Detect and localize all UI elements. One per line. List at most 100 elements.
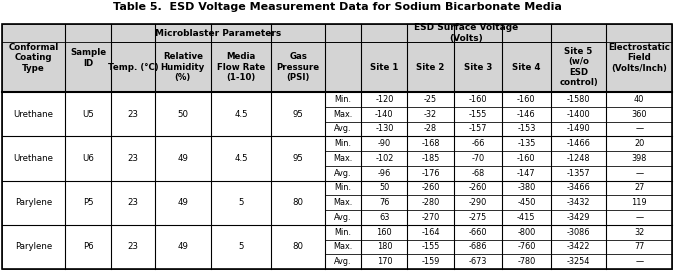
Text: -1490: -1490 (567, 124, 590, 133)
Text: Parylene: Parylene (15, 198, 52, 207)
Bar (361, 107, 407, 121)
Bar (272, 92, 325, 136)
Text: -3422: -3422 (567, 242, 590, 251)
Bar (551, 225, 607, 240)
Bar (502, 210, 551, 225)
Text: Media
Flow Rate
(1-10): Media Flow Rate (1-10) (217, 52, 266, 82)
Text: -1580: -1580 (567, 95, 590, 104)
Bar (407, 42, 454, 92)
Text: 32: 32 (634, 228, 644, 237)
Text: Conformal
Coating
Type: Conformal Coating Type (9, 43, 59, 73)
Text: 4.5: 4.5 (235, 110, 248, 119)
Bar (111, 136, 155, 180)
Bar (325, 195, 361, 210)
Text: -160: -160 (517, 95, 536, 104)
Text: -159: -159 (421, 257, 439, 266)
Bar (502, 136, 551, 151)
Text: —: — (635, 213, 643, 222)
Text: -3254: -3254 (567, 257, 590, 266)
Bar (272, 42, 325, 92)
Bar (2, 92, 65, 136)
Text: 23: 23 (127, 110, 139, 119)
Text: -760: -760 (517, 242, 536, 251)
Text: Site 3: Site 3 (464, 63, 492, 72)
Bar (361, 166, 407, 180)
Text: -130: -130 (375, 124, 394, 133)
Text: -68: -68 (471, 169, 485, 178)
Bar (325, 254, 361, 269)
Text: U5: U5 (82, 110, 94, 119)
Bar (502, 121, 551, 136)
Text: P5: P5 (83, 198, 94, 207)
Bar (361, 254, 407, 269)
Text: Gas
Pressure
(PSI): Gas Pressure (PSI) (276, 52, 319, 82)
Bar (361, 121, 407, 136)
Bar (407, 107, 454, 121)
Text: -380: -380 (517, 183, 535, 192)
Bar (607, 24, 672, 92)
Bar (65, 92, 111, 136)
Bar (407, 136, 454, 151)
Text: P6: P6 (83, 242, 94, 251)
Text: 77: 77 (634, 242, 644, 251)
Text: -25: -25 (424, 95, 437, 104)
Bar (155, 92, 211, 136)
Bar (361, 136, 407, 151)
Bar (407, 151, 454, 166)
Text: Max.: Max. (334, 242, 353, 251)
Bar (551, 121, 607, 136)
Bar (607, 240, 672, 254)
Text: 20: 20 (634, 139, 644, 148)
Text: -147: -147 (517, 169, 536, 178)
Bar (65, 136, 111, 180)
Text: -176: -176 (421, 169, 439, 178)
Text: -185: -185 (421, 154, 439, 163)
Text: Urethane: Urethane (13, 154, 53, 163)
Bar (502, 180, 551, 195)
Text: 49: 49 (177, 198, 188, 207)
Bar (407, 210, 454, 225)
Text: -780: -780 (517, 257, 535, 266)
Text: Relative
Humidity
(%): Relative Humidity (%) (160, 52, 205, 82)
Bar (502, 42, 551, 92)
Text: —: — (635, 124, 643, 133)
Bar (361, 195, 407, 210)
Bar (454, 136, 502, 151)
Text: Site 4: Site 4 (512, 63, 541, 72)
Bar (2, 24, 65, 92)
Text: -450: -450 (517, 198, 536, 207)
Text: 40: 40 (634, 95, 644, 104)
Text: 95: 95 (293, 110, 303, 119)
Bar (111, 225, 155, 269)
Bar (325, 151, 361, 166)
Bar (502, 240, 551, 254)
Bar (155, 42, 211, 92)
Bar (607, 225, 672, 240)
Text: -3429: -3429 (567, 213, 590, 222)
Text: -135: -135 (517, 139, 536, 148)
Bar (407, 240, 454, 254)
Text: -3086: -3086 (567, 228, 590, 237)
Bar (502, 254, 551, 269)
Text: —: — (635, 169, 643, 178)
Bar (407, 195, 454, 210)
Bar (454, 121, 502, 136)
Text: -3432: -3432 (567, 198, 590, 207)
Text: 49: 49 (177, 242, 188, 251)
Text: 50: 50 (177, 110, 188, 119)
Text: -686: -686 (468, 242, 487, 251)
Bar (407, 225, 454, 240)
Text: 360: 360 (632, 110, 647, 119)
Bar (502, 195, 551, 210)
Bar (211, 180, 272, 225)
Bar (607, 121, 672, 136)
Bar (325, 180, 361, 195)
Text: Avg.: Avg. (334, 169, 352, 178)
Text: 23: 23 (127, 198, 139, 207)
Bar (211, 92, 272, 136)
Text: -1357: -1357 (567, 169, 590, 178)
Text: 50: 50 (379, 183, 390, 192)
Text: U6: U6 (82, 154, 94, 163)
Text: -260: -260 (468, 183, 487, 192)
Text: -280: -280 (421, 198, 439, 207)
